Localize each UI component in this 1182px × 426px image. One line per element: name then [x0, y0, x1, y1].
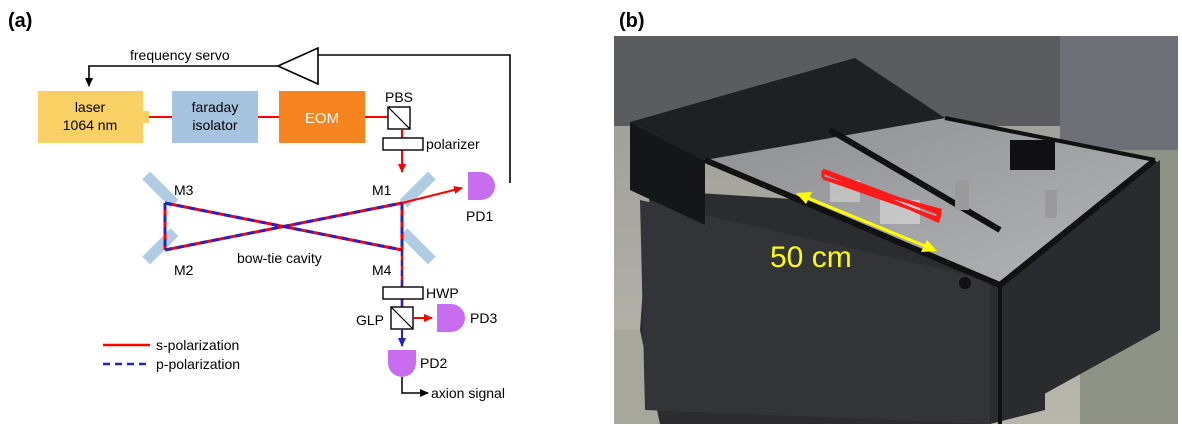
glp-label: GLP — [356, 312, 384, 328]
laser-label-line2: 1064 nm — [63, 117, 117, 133]
cavity-label: bow-tie cavity — [237, 250, 322, 266]
photo-panel-b: (b) — [614, 10, 1178, 424]
laser-label-line1: laser — [75, 99, 106, 115]
laser-box — [38, 91, 143, 143]
glp-diagonal — [390, 306, 414, 330]
pd3-detector-icon — [437, 304, 465, 332]
pd1-detector-icon — [468, 172, 495, 200]
polarizer-label: polarizer — [426, 136, 480, 152]
isolator-label-line1: faraday — [192, 99, 239, 115]
bow-tie-beam-path — [163, 201, 404, 252]
pd3-label: PD3 — [470, 310, 497, 326]
axion-signal-arrow — [401, 377, 429, 397]
servo-amplifier-icon — [276, 46, 319, 86]
polarizer-plate — [382, 137, 424, 151]
pd2-detector-icon — [388, 350, 416, 377]
mirror-m4 — [399, 228, 436, 265]
mirror-m1 — [399, 171, 436, 208]
m4-label: M4 — [372, 262, 392, 278]
beam-m1-to-pd1 — [401, 186, 463, 204]
panel-a-tag: (a) — [8, 10, 32, 32]
scale-label: 50 cm — [770, 241, 852, 274]
servo-line-left — [85, 65, 278, 87]
schematic-panel-a: (a) frequency servo laser 1064 nm farada… — [8, 10, 511, 401]
panel-b-tag: (b) — [619, 10, 645, 32]
servo-line-right — [318, 54, 511, 183]
mirror-m2 — [142, 228, 179, 265]
pd2-label: PD2 — [420, 355, 447, 371]
hwp-plate — [382, 286, 424, 300]
m1-label: M1 — [372, 182, 392, 198]
eom-box — [279, 91, 365, 143]
eom-label: EOM — [305, 110, 339, 127]
scale-bar — [802, 194, 931, 250]
faraday-isolator-box — [172, 91, 258, 143]
legend-p-label: p-polarization — [156, 356, 240, 372]
isolator-label-line2: isolator — [192, 117, 237, 133]
pbs-label: PBS — [385, 89, 413, 105]
servo-label: frequency servo — [130, 47, 230, 63]
m2-label: M2 — [174, 262, 194, 278]
m3-label: M3 — [174, 182, 194, 198]
scale-arrowhead-right — [921, 240, 937, 252]
scale-arrowhead-left — [796, 192, 812, 204]
mirror-m3 — [142, 171, 179, 208]
pd1-label: PD1 — [466, 208, 493, 224]
hwp-label: HWP — [426, 285, 459, 301]
axion-signal-label: axion signal — [431, 385, 505, 401]
pbs-diagonal — [387, 106, 411, 130]
legend-s-label: s-polarization — [156, 337, 239, 353]
laser-aperture — [143, 111, 149, 123]
lab-photo — [614, 36, 1178, 424]
